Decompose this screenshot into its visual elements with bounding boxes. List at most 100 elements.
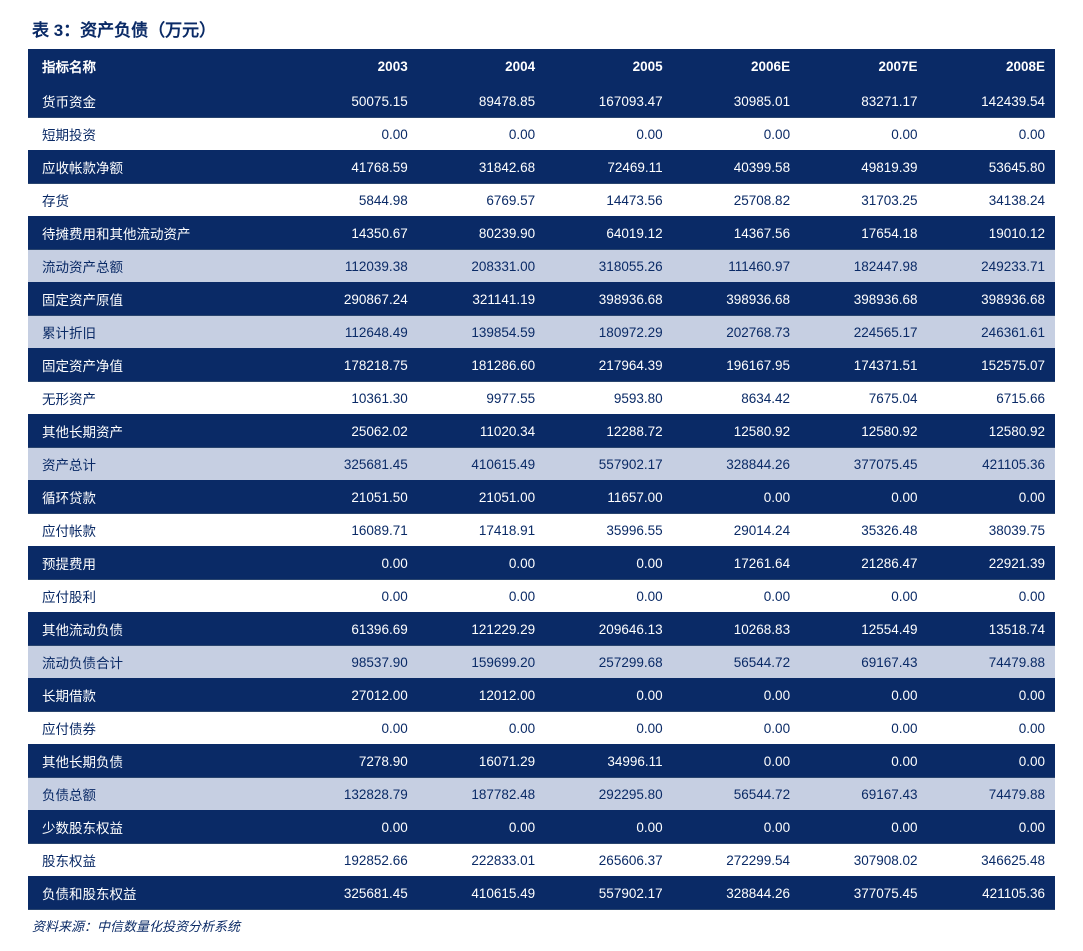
cell-value: 246361.61 — [928, 316, 1055, 349]
cell-value: 222833.01 — [418, 844, 545, 877]
cell-value: 265606.37 — [545, 844, 672, 877]
cell-value: 31842.68 — [418, 151, 545, 184]
cell-value: 377075.45 — [800, 877, 927, 910]
cell-value: 178218.75 — [290, 349, 417, 382]
source-note: 资料来源：中信数量化投资分析系统 — [28, 916, 1055, 935]
cell-value: 13518.74 — [928, 613, 1055, 646]
cell-value: 21051.00 — [418, 481, 545, 514]
cell-value: 74479.88 — [928, 778, 1055, 811]
cell-value: 249233.71 — [928, 250, 1055, 283]
cell-value: 0.00 — [928, 811, 1055, 844]
cell-value: 318055.26 — [545, 250, 672, 283]
cell-value: 410615.49 — [418, 877, 545, 910]
cell-value: 6769.57 — [418, 184, 545, 217]
row-label: 累计折旧 — [28, 316, 290, 349]
cell-value: 29014.24 — [673, 514, 800, 547]
balance-sheet-table: 指标名称 2003 2004 2005 2006E 2007E 2008E 货币… — [28, 49, 1055, 910]
cell-value: 14473.56 — [545, 184, 672, 217]
cell-value: 257299.68 — [545, 646, 672, 679]
cell-value: 398936.68 — [673, 283, 800, 316]
cell-value: 0.00 — [800, 745, 927, 778]
cell-value: 0.00 — [800, 580, 927, 613]
cell-value: 557902.17 — [545, 877, 672, 910]
col-header-name: 指标名称 — [28, 49, 290, 84]
cell-value: 61396.69 — [290, 613, 417, 646]
cell-value: 11020.34 — [418, 415, 545, 448]
cell-value: 22921.39 — [928, 547, 1055, 580]
cell-value: 34996.11 — [545, 745, 672, 778]
cell-value: 325681.45 — [290, 877, 417, 910]
cell-value: 0.00 — [545, 547, 672, 580]
col-header-2007e: 2007E — [800, 49, 927, 84]
cell-value: 16071.29 — [418, 745, 545, 778]
cell-value: 0.00 — [673, 679, 800, 712]
row-label: 负债和股东权益 — [28, 877, 290, 910]
cell-value: 196167.95 — [673, 349, 800, 382]
cell-value: 12288.72 — [545, 415, 672, 448]
cell-value: 12012.00 — [418, 679, 545, 712]
cell-value: 0.00 — [418, 118, 545, 151]
cell-value: 0.00 — [673, 745, 800, 778]
cell-value: 0.00 — [928, 679, 1055, 712]
cell-value: 0.00 — [290, 580, 417, 613]
cell-value: 72469.11 — [545, 151, 672, 184]
cell-value: 377075.45 — [800, 448, 927, 481]
cell-value: 182447.98 — [800, 250, 927, 283]
cell-value: 49819.39 — [800, 151, 927, 184]
cell-value: 0.00 — [418, 580, 545, 613]
cell-value: 25062.02 — [290, 415, 417, 448]
table-row: 长期借款27012.0012012.000.000.000.000.00 — [28, 679, 1055, 712]
table-row: 短期投资0.000.000.000.000.000.00 — [28, 118, 1055, 151]
cell-value: 6715.66 — [928, 382, 1055, 415]
row-label: 循环贷款 — [28, 481, 290, 514]
cell-value: 0.00 — [800, 712, 927, 745]
row-label: 货币资金 — [28, 84, 290, 118]
row-label: 少数股东权益 — [28, 811, 290, 844]
table-row: 少数股东权益0.000.000.000.000.000.00 — [28, 811, 1055, 844]
table-row: 应付帐款16089.7117418.9135996.5529014.243532… — [28, 514, 1055, 547]
row-label: 待摊费用和其他流动资产 — [28, 217, 290, 250]
table-row: 固定资产净值178218.75181286.60217964.39196167.… — [28, 349, 1055, 382]
col-header-2004: 2004 — [418, 49, 545, 84]
table-row: 流动负债合计98537.90159699.20257299.6856544.72… — [28, 646, 1055, 679]
table-row: 其他长期资产25062.0211020.3412288.7212580.9212… — [28, 415, 1055, 448]
cell-value: 328844.26 — [673, 448, 800, 481]
cell-value: 21051.50 — [290, 481, 417, 514]
cell-value: 31703.25 — [800, 184, 927, 217]
cell-value: 69167.43 — [800, 778, 927, 811]
cell-value: 64019.12 — [545, 217, 672, 250]
cell-value: 40399.58 — [673, 151, 800, 184]
cell-value: 0.00 — [928, 745, 1055, 778]
cell-value: 11657.00 — [545, 481, 672, 514]
cell-value: 167093.47 — [545, 84, 672, 118]
cell-value: 0.00 — [290, 547, 417, 580]
table-row: 其他流动负债61396.69121229.29209646.1310268.83… — [28, 613, 1055, 646]
row-label: 预提费用 — [28, 547, 290, 580]
cell-value: 121229.29 — [418, 613, 545, 646]
cell-value: 12580.92 — [800, 415, 927, 448]
row-label: 其他长期资产 — [28, 415, 290, 448]
cell-value: 25708.82 — [673, 184, 800, 217]
cell-value: 9593.80 — [545, 382, 672, 415]
cell-value: 557902.17 — [545, 448, 672, 481]
cell-value: 17418.91 — [418, 514, 545, 547]
cell-value: 0.00 — [800, 811, 927, 844]
row-label: 长期借款 — [28, 679, 290, 712]
cell-value: 0.00 — [673, 811, 800, 844]
cell-value: 89478.85 — [418, 84, 545, 118]
table-row: 货币资金50075.1589478.85167093.4730985.01832… — [28, 84, 1055, 118]
header-row: 指标名称 2003 2004 2005 2006E 2007E 2008E — [28, 49, 1055, 84]
cell-value: 290867.24 — [290, 283, 417, 316]
cell-value: 307908.02 — [800, 844, 927, 877]
cell-value: 0.00 — [545, 712, 672, 745]
row-label: 短期投资 — [28, 118, 290, 151]
cell-value: 0.00 — [545, 811, 672, 844]
cell-value: 421105.36 — [928, 877, 1055, 910]
cell-value: 14350.67 — [290, 217, 417, 250]
row-label: 应付债券 — [28, 712, 290, 745]
cell-value: 74479.88 — [928, 646, 1055, 679]
cell-value: 14367.56 — [673, 217, 800, 250]
cell-value: 398936.68 — [800, 283, 927, 316]
table-row: 待摊费用和其他流动资产14350.6780239.9064019.1214367… — [28, 217, 1055, 250]
row-label: 应付帐款 — [28, 514, 290, 547]
